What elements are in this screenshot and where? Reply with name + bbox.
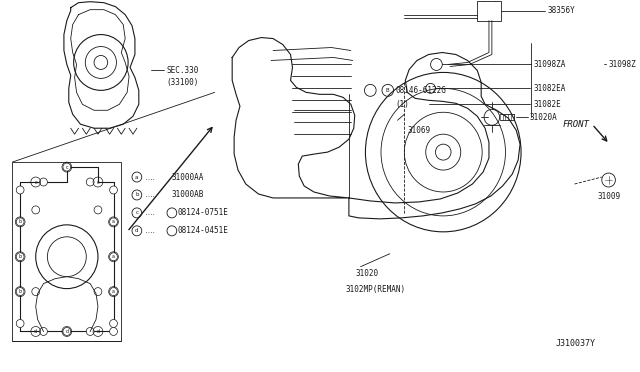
Text: d: d — [65, 329, 68, 334]
Text: a: a — [112, 289, 115, 294]
Text: 31082EA: 31082EA — [534, 84, 566, 93]
Text: 31020: 31020 — [356, 269, 379, 278]
Text: 38356Y: 38356Y — [547, 6, 575, 15]
Circle shape — [40, 327, 47, 336]
Text: a: a — [135, 174, 139, 180]
Text: d: d — [34, 329, 37, 334]
Text: b: b — [19, 254, 22, 259]
Circle shape — [16, 186, 24, 194]
Circle shape — [40, 178, 47, 186]
Text: J310037Y: J310037Y — [555, 339, 595, 348]
Text: 3102MP(REMAN): 3102MP(REMAN) — [346, 285, 406, 294]
Text: (33100): (33100) — [166, 78, 198, 87]
Bar — [477, 1, 500, 20]
Text: SEC.330: SEC.330 — [166, 66, 198, 75]
Circle shape — [109, 186, 117, 194]
Circle shape — [94, 206, 102, 214]
Text: ....: .... — [143, 173, 155, 182]
Text: B: B — [386, 88, 390, 93]
Text: 31098ZA: 31098ZA — [534, 60, 566, 69]
Circle shape — [109, 288, 117, 296]
Text: d: d — [135, 228, 139, 233]
Text: 08124-0751E: 08124-0751E — [178, 208, 228, 217]
Circle shape — [63, 163, 71, 171]
Text: 31009: 31009 — [597, 192, 620, 202]
Circle shape — [109, 218, 117, 226]
Text: (1): (1) — [396, 100, 410, 109]
Circle shape — [16, 218, 24, 226]
Bar — [12, 162, 122, 341]
Text: a: a — [112, 219, 115, 224]
Circle shape — [16, 253, 24, 261]
Text: a: a — [112, 254, 115, 259]
Circle shape — [94, 288, 102, 296]
Text: b: b — [19, 219, 22, 224]
Text: 31098Z: 31098Z — [609, 60, 636, 69]
Text: 08124-0451E: 08124-0451E — [178, 226, 228, 235]
Text: b: b — [19, 289, 22, 294]
Text: FRONT: FRONT — [563, 120, 589, 129]
Text: 31069: 31069 — [407, 126, 430, 135]
Circle shape — [32, 288, 40, 296]
Text: c: c — [65, 164, 68, 170]
Text: b: b — [135, 192, 139, 198]
Circle shape — [32, 206, 40, 214]
Circle shape — [16, 288, 24, 296]
Text: d: d — [97, 329, 100, 334]
Circle shape — [109, 253, 117, 261]
Text: c: c — [136, 211, 138, 215]
Text: 31000AB: 31000AB — [172, 190, 204, 199]
Text: 31000AA: 31000AA — [172, 173, 204, 182]
Text: c: c — [97, 180, 99, 185]
Text: 08146-6122G: 08146-6122G — [396, 86, 447, 95]
Text: 31020A: 31020A — [530, 113, 557, 122]
Text: ....: .... — [143, 208, 155, 217]
Text: 31082E: 31082E — [534, 100, 561, 109]
Circle shape — [63, 327, 71, 336]
Circle shape — [86, 327, 94, 336]
Circle shape — [86, 178, 94, 186]
Circle shape — [109, 320, 117, 327]
Text: ....: .... — [143, 226, 155, 235]
Text: ....: .... — [143, 190, 155, 199]
Circle shape — [16, 320, 24, 327]
Text: c: c — [35, 180, 37, 185]
Circle shape — [109, 327, 117, 336]
